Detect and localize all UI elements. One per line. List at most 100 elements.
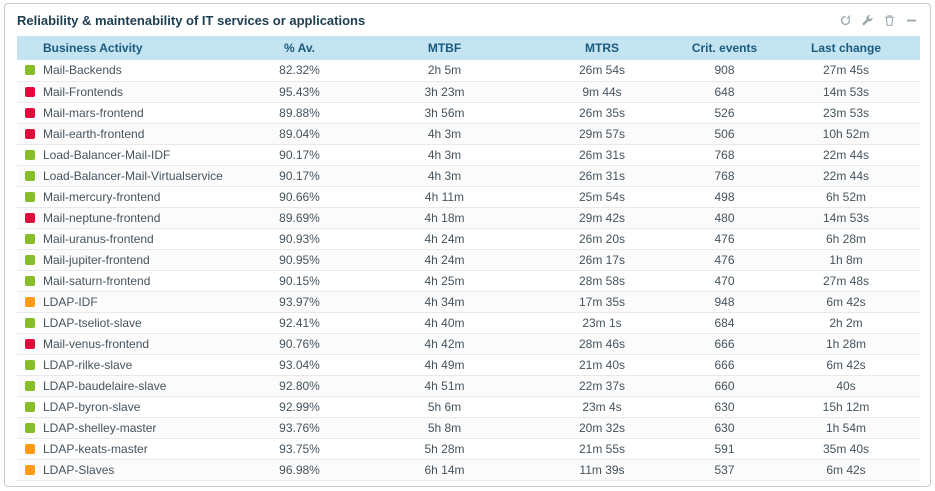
refresh-icon[interactable]: [839, 14, 852, 27]
status-square-icon: [25, 422, 35, 433]
business-activity-cell[interactable]: LDAP-byron-slave: [17, 396, 237, 418]
table-row[interactable]: Mail-mars-frontend 89.88% 3h 56m 26m 35s…: [17, 102, 920, 124]
crit-events-cell: 526: [677, 102, 772, 124]
column-header-business-activity[interactable]: Business Activity: [17, 36, 237, 60]
table-row[interactable]: LDAP-byron-slave 92.99% 5h 6m 23m 4s 630…: [17, 396, 920, 418]
crit-events-cell: 648: [677, 81, 772, 103]
business-activity-name: LDAP-tseliot-slave: [43, 315, 142, 330]
business-activity-cell[interactable]: Mail-jupiter-frontend: [17, 249, 237, 271]
table-row[interactable]: Mail-jupiter-frontend 90.95% 4h 24m 26m …: [17, 249, 920, 271]
crit-events-cell: 591: [677, 438, 772, 460]
business-activity-cell[interactable]: LDAP-shelley-master: [17, 417, 237, 439]
business-activity-cell[interactable]: Mail-earth-frontend: [17, 123, 237, 145]
table-row[interactable]: LDAP-keats-master 93.75% 5h 28m 21m 55s …: [17, 438, 920, 460]
business-activity-cell[interactable]: Load-Balancer-Mail-IDF: [17, 144, 237, 166]
last-change-cell: 1h 54m: [772, 417, 920, 439]
table-row[interactable]: Load-Balancer-Mail-IDF 90.17% 4h 3m 26m …: [17, 144, 920, 166]
business-activity-cell[interactable]: Mail-venus-frontend: [17, 333, 237, 355]
table-row[interactable]: Mail-saturn-frontend 90.15% 4h 25m 28m 5…: [17, 270, 920, 292]
business-activity-name: Mail-Backends: [43, 63, 122, 78]
business-activity-cell[interactable]: LDAP-keats-master: [17, 438, 237, 460]
business-activity-cell[interactable]: Mail-uranus-frontend: [17, 228, 237, 250]
crit-events-cell: 684: [677, 312, 772, 334]
business-activity-cell[interactable]: LDAP-rilke-slave: [17, 354, 237, 376]
mtbf-cell: 4h 42m: [362, 333, 527, 355]
table-row[interactable]: Load-Balancer-Mail-Virtualservice 90.17%…: [17, 165, 920, 187]
status-square-icon: [25, 149, 35, 160]
mtbf-cell: 4h 24m: [362, 228, 527, 250]
mtbf-cell: 4h 40m: [362, 312, 527, 334]
last-change-cell: 6m 42s: [772, 459, 920, 481]
last-change-cell: 2h 2m: [772, 312, 920, 334]
last-change-cell: 10h 52m: [772, 123, 920, 145]
table-row[interactable]: Mail-Frontends 95.43% 3h 23m 9m 44s 648 …: [17, 81, 920, 103]
table-row[interactable]: LDAP-shelley-master 93.76% 5h 8m 20m 32s…: [17, 417, 920, 439]
business-activity-name: Load-Balancer-Mail-Virtualservice: [43, 168, 223, 183]
status-square-icon: [25, 170, 35, 181]
business-activity-name: LDAP-keats-master: [43, 441, 148, 456]
business-activity-cell[interactable]: Mail-neptune-frontend: [17, 207, 237, 229]
last-change-cell: 23m 53s: [772, 102, 920, 124]
widget-toolbar: [839, 14, 918, 27]
mtbf-cell: 4h 24m: [362, 249, 527, 271]
business-activity-cell[interactable]: LDAP-baudelaire-slave: [17, 375, 237, 397]
mtrs-cell: 26m 20s: [527, 228, 677, 250]
collapse-icon[interactable]: [905, 14, 918, 27]
crit-events-cell: 630: [677, 417, 772, 439]
mtbf-cell: 5h 28m: [362, 438, 527, 460]
status-square-icon: [25, 338, 35, 349]
table-row[interactable]: Mail-venus-frontend 90.76% 4h 42m 28m 46…: [17, 333, 920, 355]
table-row[interactable]: LDAP-tseliot-slave 92.41% 4h 40m 23m 1s …: [17, 312, 920, 334]
crit-events-cell: 476: [677, 249, 772, 271]
mtrs-cell: 11m 39s: [527, 459, 677, 481]
business-activity-name: Mail-mars-frontend: [43, 105, 144, 120]
status-square-icon: [25, 380, 35, 391]
widget-header: Reliability & maintenability of IT servi…: [5, 4, 930, 35]
availability-cell: 93.75%: [237, 438, 362, 460]
table-row[interactable]: LDAP-Slaves 96.98% 6h 14m 11m 39s 537 6m…: [17, 459, 920, 481]
table-row[interactable]: LDAP-rilke-slave 93.04% 4h 49m 21m 40s 6…: [17, 354, 920, 376]
column-header-last-change[interactable]: Last change: [772, 36, 920, 60]
trash-icon[interactable]: [883, 14, 896, 27]
business-activity-cell[interactable]: Load-Balancer-Mail-Virtualservice: [17, 165, 237, 187]
mtrs-cell: 9m 44s: [527, 81, 677, 103]
table-row[interactable]: Mail-mercury-frontend 90.66% 4h 11m 25m …: [17, 186, 920, 208]
crit-events-cell: 666: [677, 354, 772, 376]
business-activity-cell[interactable]: Mail-mercury-frontend: [17, 186, 237, 208]
column-header-crit-events[interactable]: Crit. events: [677, 36, 772, 60]
mtbf-cell: 6h 14m: [362, 459, 527, 481]
status-square-icon: [25, 212, 35, 223]
table-row[interactable]: Mail-neptune-frontend 89.69% 4h 18m 29m …: [17, 207, 920, 229]
mtrs-cell: 26m 54s: [527, 60, 677, 82]
last-change-cell: 6m 42s: [772, 291, 920, 313]
business-activity-cell[interactable]: Mail-Backends: [17, 60, 237, 82]
business-activity-cell[interactable]: LDAP-tseliot-slave: [17, 312, 237, 334]
mtbf-cell: 4h 3m: [362, 123, 527, 145]
availability-cell: 92.41%: [237, 312, 362, 334]
status-square-icon: [25, 107, 35, 118]
availability-cell: 90.17%: [237, 144, 362, 166]
table-row[interactable]: LDAP-baudelaire-slave 92.80% 4h 51m 22m …: [17, 375, 920, 397]
table-row[interactable]: Mail-uranus-frontend 90.93% 4h 24m 26m 2…: [17, 228, 920, 250]
business-activity-cell[interactable]: LDAP-Slaves: [17, 459, 237, 481]
availability-cell: 90.17%: [237, 165, 362, 187]
business-activity-cell[interactable]: Mail-Frontends: [17, 81, 237, 103]
wrench-icon[interactable]: [861, 14, 874, 27]
business-activity-cell[interactable]: LDAP-IDF: [17, 291, 237, 313]
business-activity-name: Load-Balancer-Mail-IDF: [43, 147, 171, 162]
column-header-mtrs[interactable]: MTRS: [527, 36, 677, 60]
mtrs-cell: 26m 31s: [527, 144, 677, 166]
last-change-cell: 6h 52m: [772, 186, 920, 208]
last-change-cell: 6m 42s: [772, 354, 920, 376]
business-activity-cell[interactable]: Mail-saturn-frontend: [17, 270, 237, 292]
table-row[interactable]: Mail-Backends 82.32% 2h 5m 26m 54s 908 2…: [17, 60, 920, 82]
last-change-cell: 1h 28m: [772, 333, 920, 355]
status-square-icon: [25, 464, 35, 475]
business-activity-cell[interactable]: Mail-mars-frontend: [17, 102, 237, 124]
table-row[interactable]: LDAP-IDF 93.97% 4h 34m 17m 35s 948 6m 42…: [17, 291, 920, 313]
column-header-mtbf[interactable]: MTBF: [362, 36, 527, 60]
availability-cell: 89.69%: [237, 207, 362, 229]
availability-cell: 93.76%: [237, 417, 362, 439]
column-header-availability[interactable]: % Av.: [237, 36, 362, 60]
table-row[interactable]: Mail-earth-frontend 89.04% 4h 3m 29m 57s…: [17, 123, 920, 145]
